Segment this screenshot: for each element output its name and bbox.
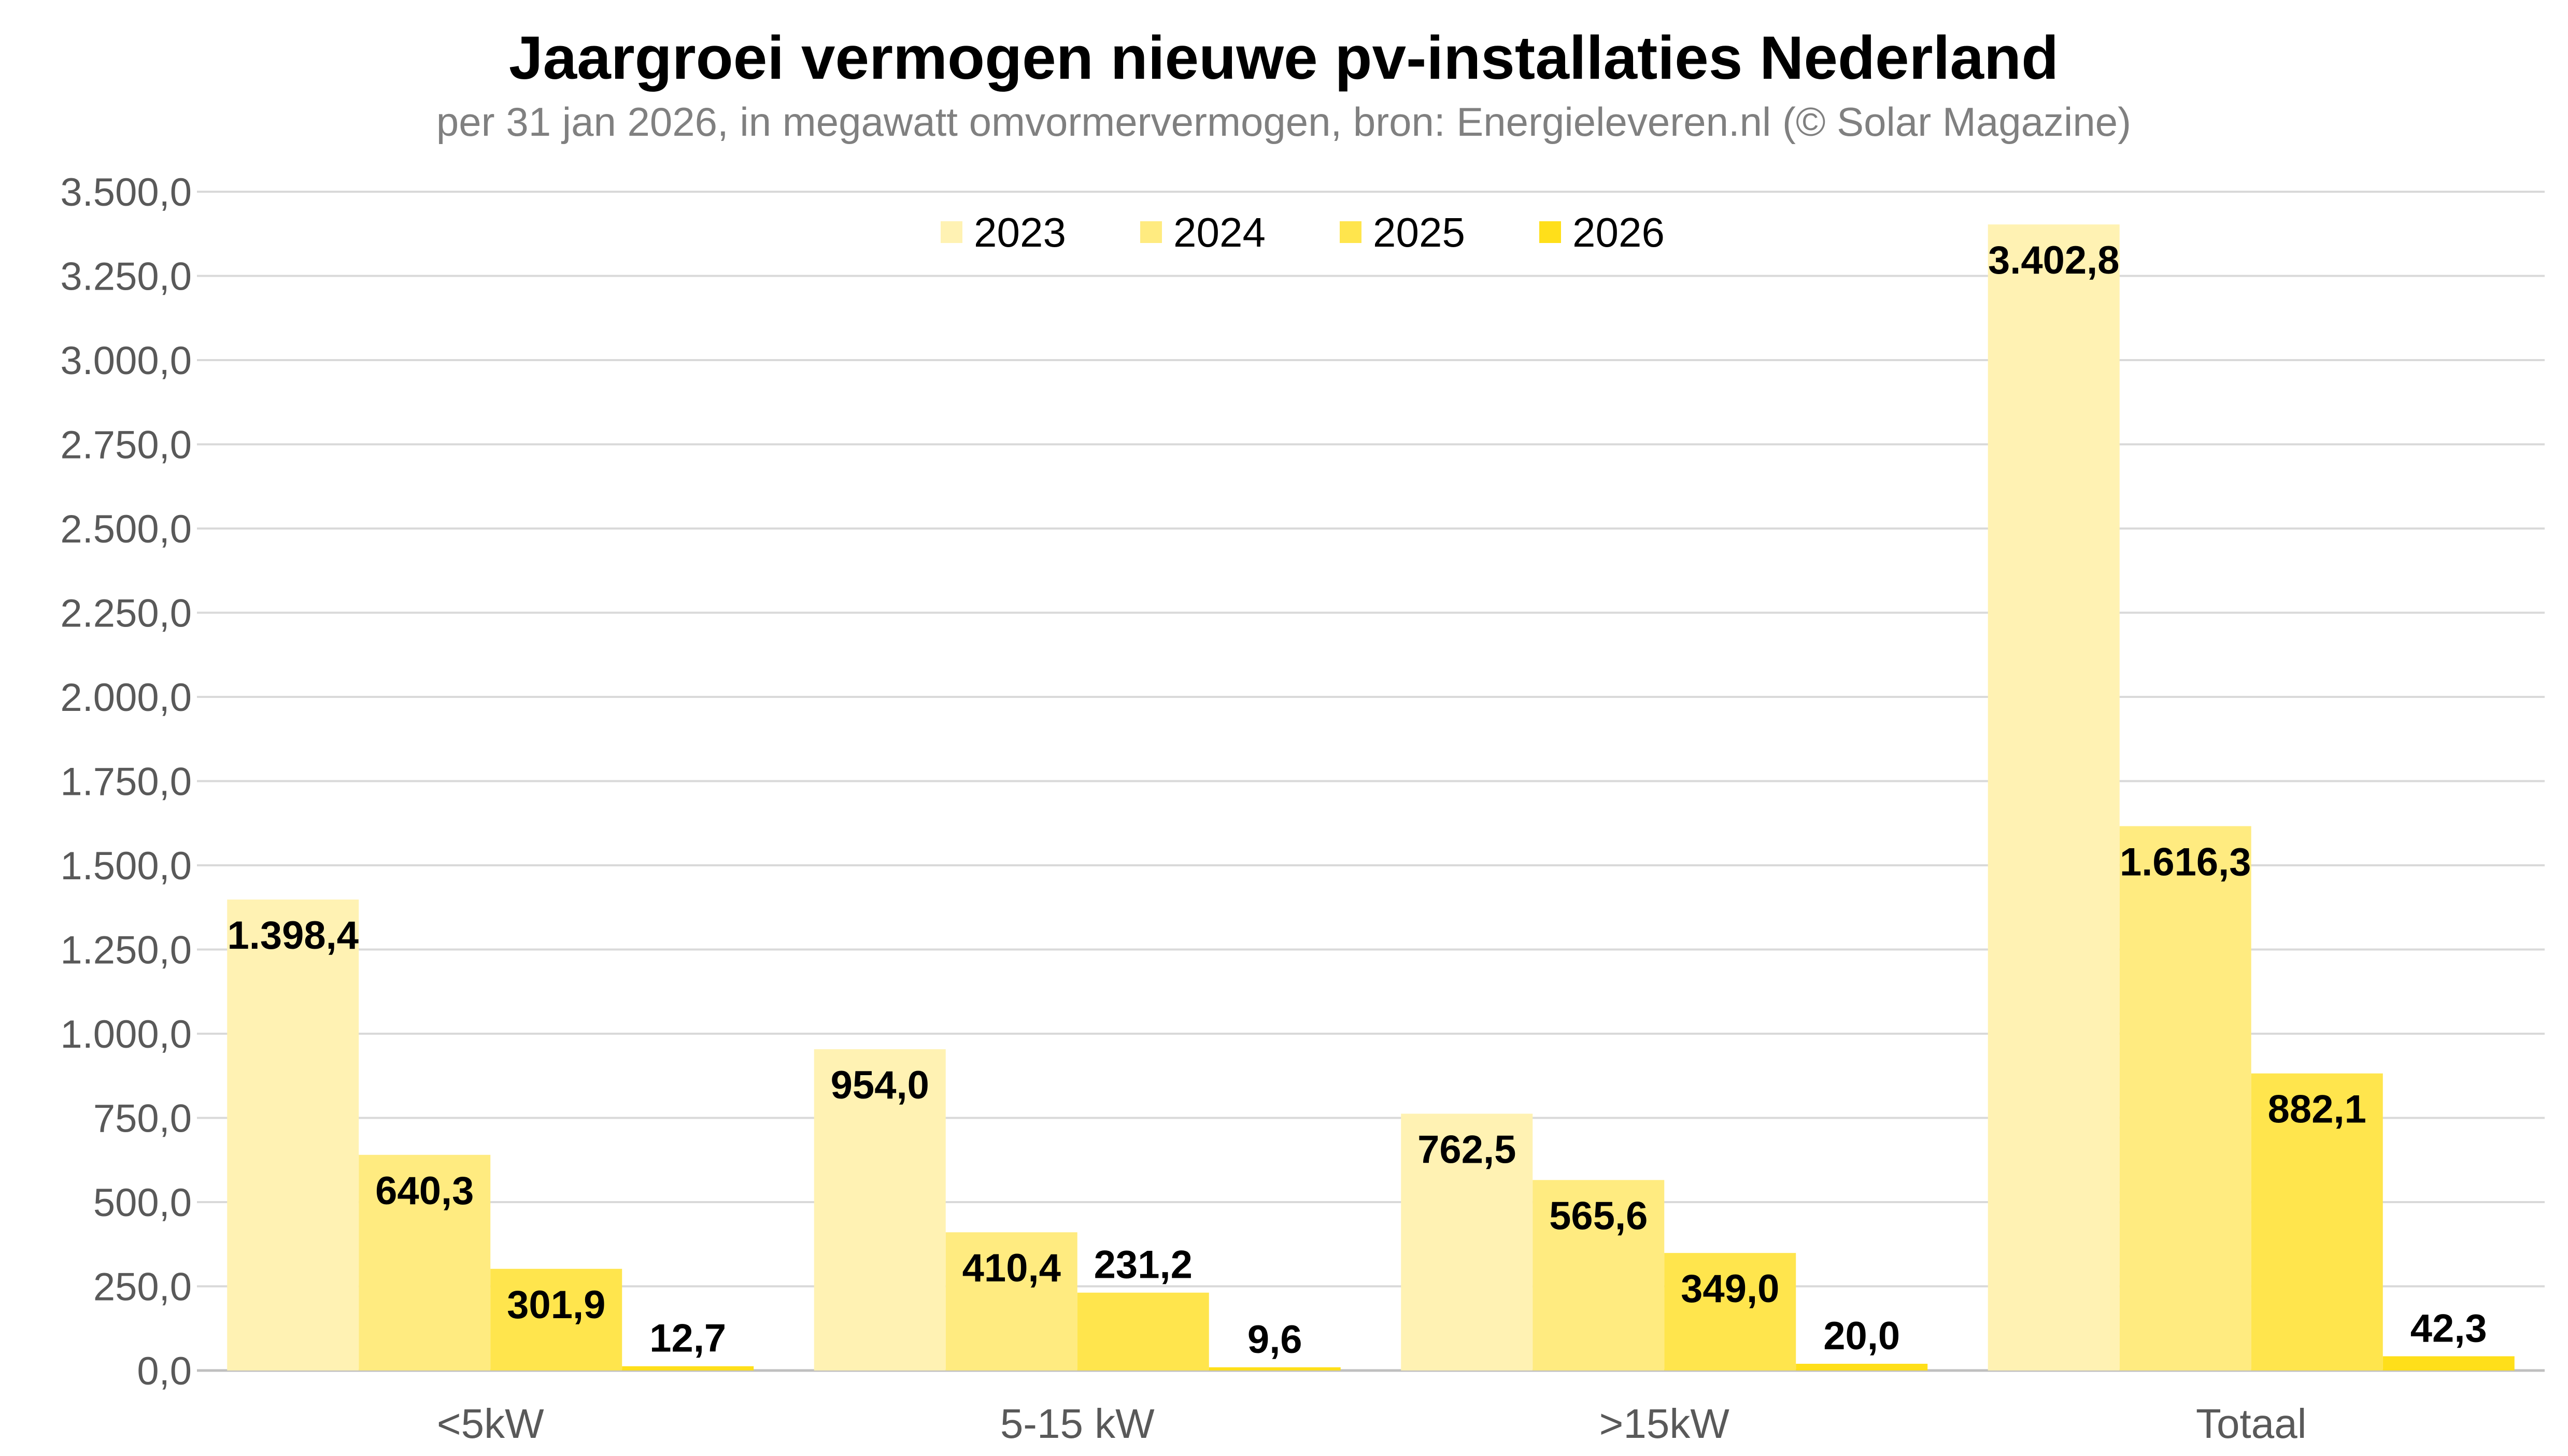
chart-title: Jaargroei vermogen nieuwe pv-installatie… (509, 24, 2059, 92)
bar (490, 1268, 622, 1371)
data-labels: 1.398,4 640,3 301,9 12,7 954,0 410,4 231,2 9,6 7… (227, 238, 2487, 1362)
data-label: 1.616,3 (2120, 840, 2251, 884)
legend-swatch (941, 221, 962, 243)
y-tick-label: 3.250,0 (60, 255, 192, 299)
legend-label: 2023 (974, 209, 1066, 255)
bar (1796, 1364, 1928, 1371)
legend-label: 2024 (1173, 209, 1266, 255)
x-tick-label: Totaal (2196, 1401, 2306, 1447)
y-tick-label: 1.500,0 (60, 844, 192, 888)
data-label: 762,5 (1417, 1127, 1516, 1172)
x-tick-label: >15kW (1599, 1401, 1730, 1447)
y-tick-label: 1.000,0 (60, 1012, 192, 1057)
data-label: 42,3 (2410, 1307, 2487, 1351)
data-label: 882,1 (2268, 1088, 2366, 1132)
y-axis-tick-labels: 0,0 250,0 500,0 750,0 1.000,0 1.250,0 1.500,0 1… (60, 170, 192, 1393)
bar (1209, 1367, 1341, 1371)
y-tick-label: 2.250,0 (60, 592, 192, 636)
bar (359, 1154, 491, 1371)
data-label: 349,0 (1681, 1267, 1779, 1311)
bar (1533, 1180, 1665, 1371)
y-tick-label: 1.250,0 (60, 929, 192, 973)
y-tick-label: 250,0 (93, 1265, 192, 1309)
legend-swatch (1340, 221, 1361, 243)
gridlines (197, 191, 2545, 1372)
data-label: 954,0 (831, 1063, 929, 1107)
data-label: 231,2 (1094, 1243, 1193, 1287)
legend-label: 2025 (1373, 209, 1465, 255)
y-tick-label: 2.500,0 (60, 507, 192, 551)
bar (622, 1366, 754, 1371)
data-label: 20,0 (1823, 1314, 1900, 1358)
y-tick-label: 0,0 (137, 1349, 192, 1393)
y-tick-label: 1.750,0 (60, 760, 192, 804)
bar (1077, 1292, 1209, 1371)
data-label: 301,9 (507, 1283, 605, 1327)
legend: 2023 2024 2025 2026 (941, 209, 1665, 255)
bar (1401, 1114, 1533, 1371)
x-tick-label: <5kW (437, 1401, 544, 1447)
y-tick-label: 500,0 (93, 1181, 192, 1225)
x-axis-tick-labels: <5kW 5-15 kW >15kW Totaal (437, 1401, 2307, 1447)
bar (2382, 1356, 2515, 1371)
y-tick-label: 3.000,0 (60, 339, 192, 383)
bar (814, 1049, 946, 1371)
data-label: 9,6 (1247, 1318, 1302, 1362)
bar (1664, 1253, 1796, 1371)
data-label: 410,4 (962, 1246, 1061, 1290)
bar (2119, 826, 2251, 1371)
bar (227, 900, 359, 1371)
bars (227, 224, 2515, 1371)
data-label: 12,7 (649, 1317, 726, 1361)
legend-swatch (1539, 221, 1561, 243)
x-tick-label: 5-15 kW (1000, 1401, 1155, 1447)
y-tick-label: 2.750,0 (60, 423, 192, 467)
data-label: 640,3 (375, 1169, 474, 1213)
legend-swatch (1140, 221, 1162, 243)
y-tick-label: 2.000,0 (60, 676, 192, 720)
data-label: 1.398,4 (227, 913, 359, 958)
chart-subtitle: per 31 jan 2026, in megawatt omvormerver… (436, 99, 2131, 145)
bar (2251, 1073, 2383, 1371)
data-label: 3.402,8 (1988, 238, 2120, 282)
y-tick-label: 750,0 (93, 1097, 192, 1141)
bar (945, 1232, 1077, 1371)
data-label: 565,6 (1549, 1194, 1648, 1238)
bar (1988, 224, 2120, 1371)
y-tick-label: 3.500,0 (60, 170, 192, 215)
legend-label: 2026 (1572, 209, 1665, 255)
